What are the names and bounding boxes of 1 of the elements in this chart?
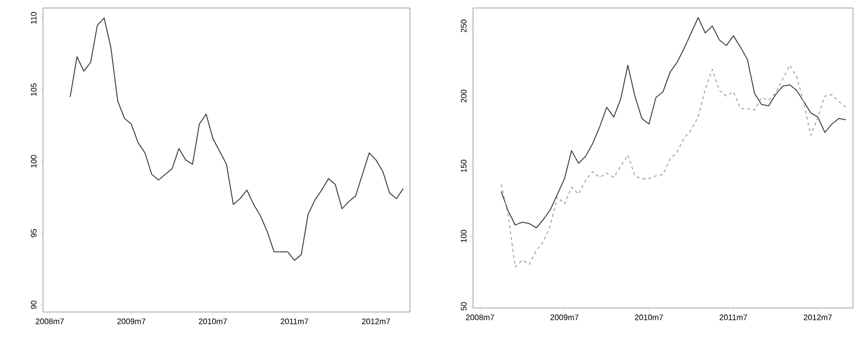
line-series (500, 64, 846, 268)
